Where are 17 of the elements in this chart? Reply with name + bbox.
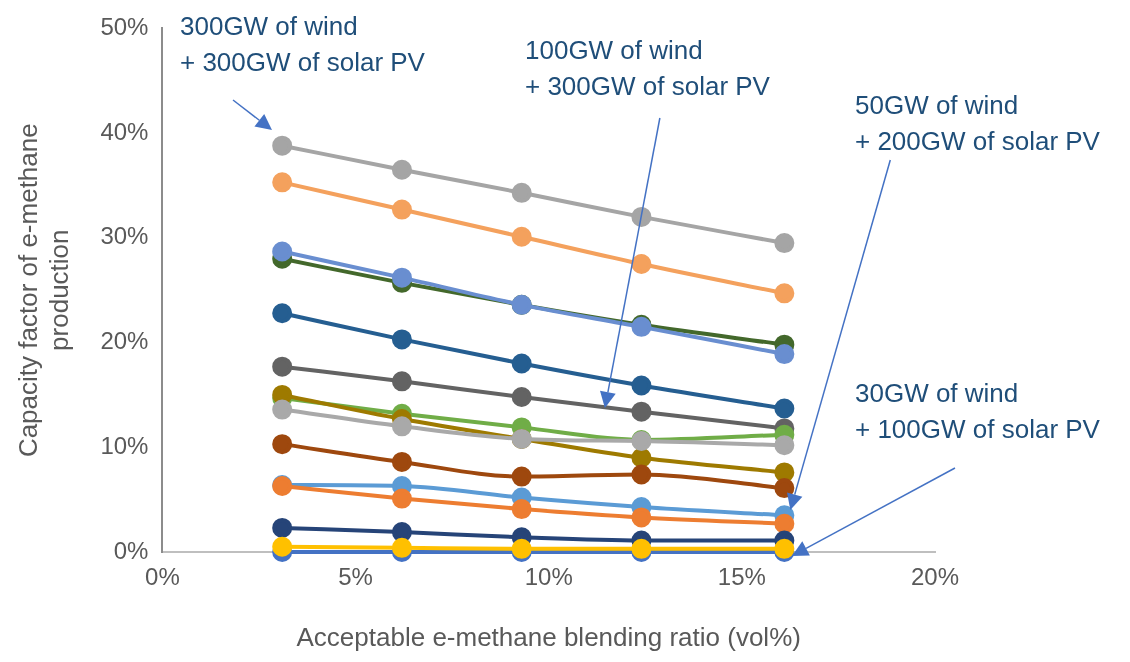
annotation: 30GW of wind + 100GW of solar PV bbox=[855, 377, 1100, 446]
y-tick-label: 20% bbox=[100, 327, 149, 355]
x-tick-label: 20% bbox=[910, 563, 960, 591]
y-axis-title: Capacity factor of e-methane production bbox=[12, 123, 74, 458]
y-tick-label: 40% bbox=[100, 117, 149, 145]
annotation: 300GW of wind + 300GW of solar PV bbox=[180, 10, 425, 79]
x-tick-label: 5% bbox=[338, 563, 373, 591]
x-tick-label: 10% bbox=[524, 563, 573, 591]
annotation: 100GW of wind + 300GW of solar PV bbox=[525, 34, 770, 103]
x-tick-label: 0% bbox=[145, 563, 180, 591]
y-tick-label: 0% bbox=[113, 536, 149, 564]
x-axis-title: Acceptable e-methane blending ratio (vol%) bbox=[296, 621, 801, 652]
y-tick-label: 30% bbox=[100, 222, 149, 250]
y-tick-label: 10% bbox=[100, 431, 149, 459]
x-tick-label: 15% bbox=[717, 563, 766, 591]
annotation: 50GW of wind + 200GW of solar PV bbox=[855, 89, 1100, 158]
y-tick-label: 50% bbox=[100, 13, 149, 41]
